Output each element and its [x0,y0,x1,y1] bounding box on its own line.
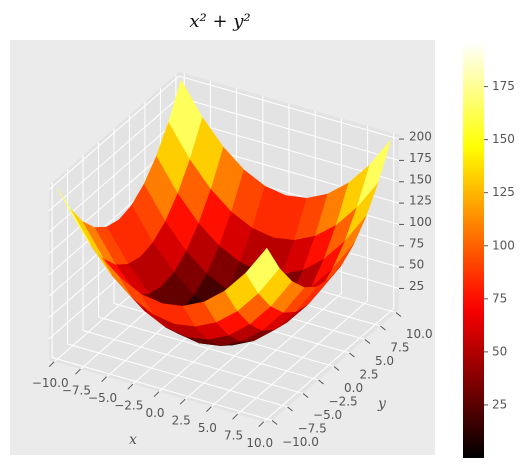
tick-mark [395,312,402,317]
colorbar [463,42,484,458]
y-tick-label: −2.5 [329,395,358,409]
surface-patch [168,79,203,160]
grid-line [67,343,288,408]
tick-mark [101,376,107,383]
z-tick-label: 125 [409,194,432,208]
z-tick-label: 25 [409,279,424,293]
tick-mark [48,361,55,368]
x-tick-label: 0.0 [145,406,164,420]
tick-mark [364,339,371,344]
x-tick-label: 2.5 [172,414,191,428]
x-tick-label: 5.0 [198,421,217,435]
grid-line [48,118,180,233]
y-tick-label: 0.0 [344,381,363,395]
y-axis-label: y [377,396,387,412]
grid-line [48,97,180,212]
y-tick-label: −5.0 [313,408,342,422]
colorbar-tick-label: 25 [492,397,507,411]
chart-title: x² + y² [189,11,250,32]
grid-line [51,357,273,421]
colorbar-tick-label: 50 [492,344,507,358]
surface-patch [357,140,391,207]
x-tick-label: −10.0 [32,376,69,390]
z-tick-label: 175 [409,151,432,165]
z-tick-label: 75 [409,236,424,250]
grid-line [178,96,400,161]
grid-line [98,316,319,381]
tick-mark [153,391,160,398]
colorbar-tick-label: 75 [492,291,507,305]
z-tick-label: 150 [409,172,432,186]
surface-patch [57,188,91,246]
x-tick-label: −7.5 [62,384,91,398]
tick-mark [258,421,265,428]
colorbar-tick-label: 125 [492,185,515,199]
colorbar-tick-label: 100 [492,238,515,252]
colorbar-tick-label: 175 [492,79,515,93]
tick-mark [75,368,81,375]
y-tick-label: 10.0 [406,327,433,341]
tick-mark [127,383,134,390]
tick-mark [271,420,278,425]
tick-mark [333,366,340,371]
grid-line [178,75,400,140]
y-tick-label: 2.5 [359,368,378,382]
surface-patch [245,247,280,294]
y-tick-label: 7.5 [390,341,409,355]
tick-mark [287,406,293,412]
tick-mark [302,393,309,398]
z-tick-label: 200 [409,130,432,144]
y-tick-label: 5.0 [375,354,394,368]
grid-line [82,330,304,394]
tick-mark [318,379,324,385]
x-tick-label: −2.5 [114,399,143,413]
tick-mark [206,406,212,413]
tick-mark [380,325,386,331]
tick-mark [349,352,355,358]
tick-mark [179,398,186,405]
x-tick-label: 7.5 [224,429,243,443]
z-tick-label: 50 [409,258,424,272]
y-tick-label: −7.5 [298,422,327,436]
z-tick-label: 100 [409,215,432,229]
x-tick-label: 10.0 [246,436,273,450]
x-axis-label: x [129,432,137,448]
tick-mark [232,413,238,420]
y-tick-label: −10.0 [282,435,319,449]
colorbar-tick-label: 150 [492,132,515,146]
x-tick-label: −5.0 [88,391,117,405]
grid-line [48,75,180,190]
